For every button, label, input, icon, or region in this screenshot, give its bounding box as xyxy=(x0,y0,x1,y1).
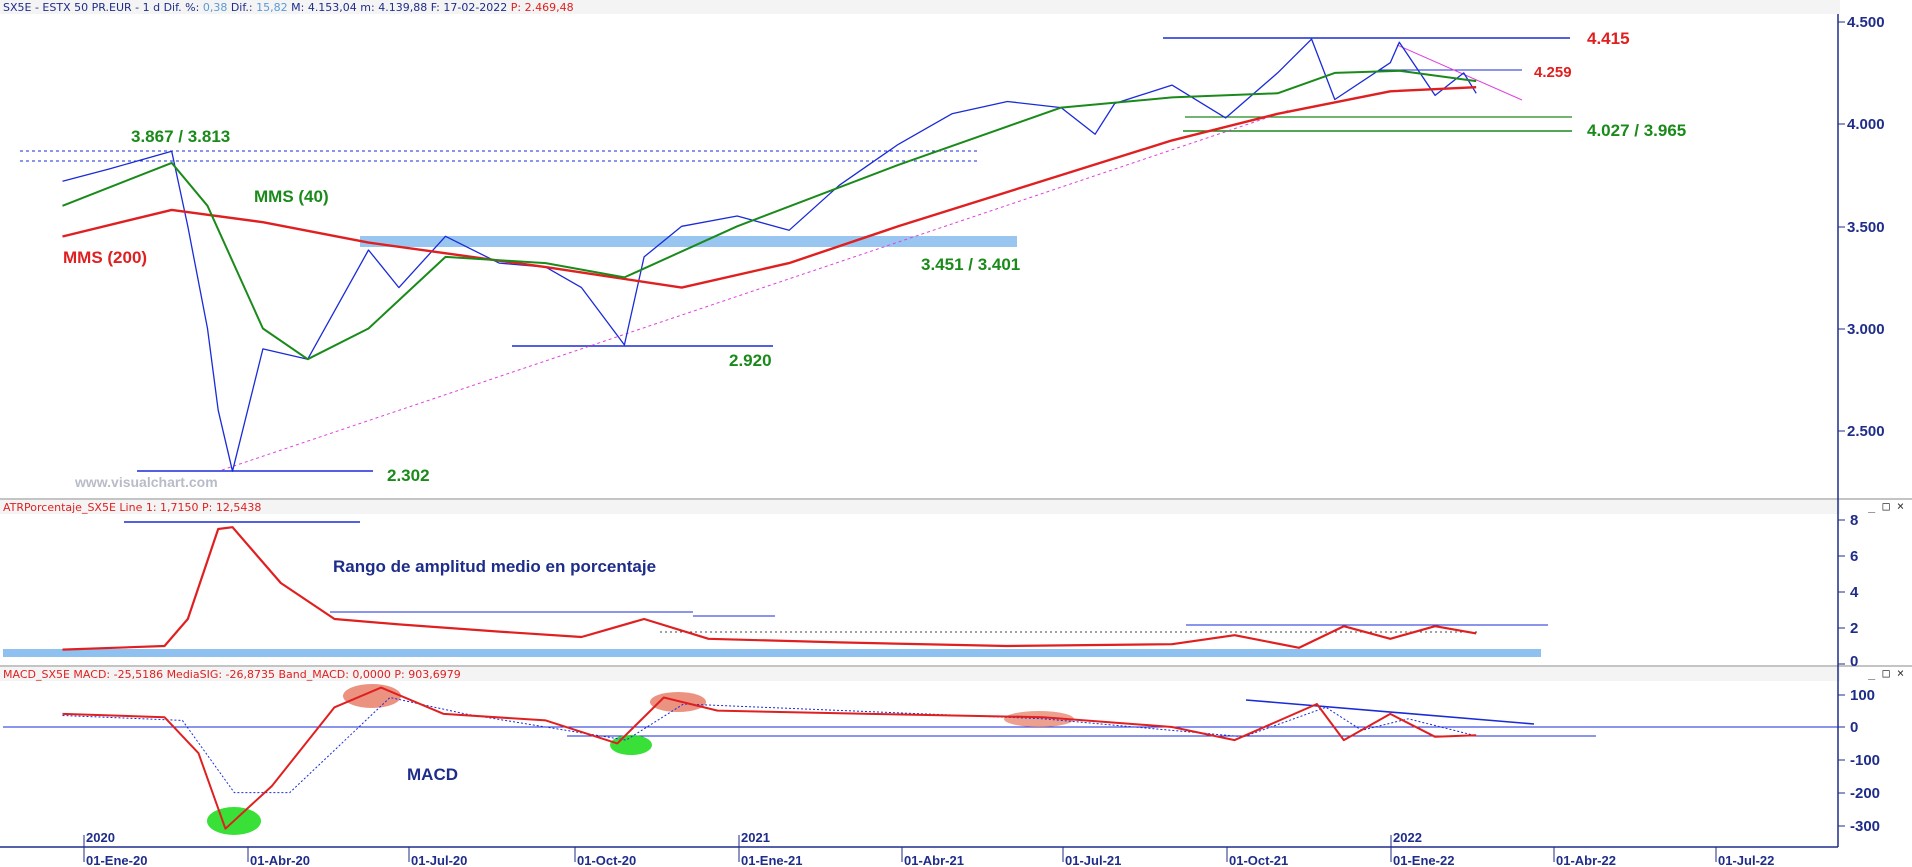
atr-panel-header: ATRPorcentaje_SX5E Line 1: 1,7150 P: 12,… xyxy=(3,501,261,514)
x-axis: 2020 2021 2022 01-Ene-20 01-Abr-20 01-Ju… xyxy=(83,830,1774,867)
atr-y-tick: 0 xyxy=(1850,653,1858,670)
atr-window-buttons[interactable]: _ □ × xyxy=(1868,499,1904,513)
annotation-support-range: 4.027 / 3.965 xyxy=(1587,121,1686,140)
macd-header-bar xyxy=(0,667,1840,681)
price-y-tick: 2.500 xyxy=(1847,423,1885,440)
macd-y-axis: 100 0 -100 -200 -300 xyxy=(1838,687,1880,835)
atr-header-bar xyxy=(0,500,1840,514)
macd-y-tick: 100 xyxy=(1850,687,1875,704)
macd-annotation: MACD xyxy=(407,765,458,784)
macd-y-tick: -300 xyxy=(1850,818,1880,835)
macd-series xyxy=(62,686,1477,830)
macd-y-tick: -100 xyxy=(1850,752,1880,769)
price-panel-header: SX5E - ESTX 50 PR.EUR - 1 d Dif. %: 0,38… xyxy=(3,1,574,14)
x-date-label: 01-Abr-21 xyxy=(904,853,964,867)
x-date-label: 01-Jul-22 xyxy=(1718,853,1774,867)
x-date-label: 01-Jul-21 xyxy=(1065,853,1121,867)
atr-y-axis: 8 6 4 2 0 xyxy=(1838,512,1859,670)
macd-downtrend-line xyxy=(1245,699,1535,725)
x-date-label: 01-Abr-22 xyxy=(1556,853,1616,867)
atr-base-zone xyxy=(3,649,1541,657)
atr-line xyxy=(62,526,1477,651)
atr-y-tick: 6 xyxy=(1850,548,1858,565)
x-date-label: 01-Jul-20 xyxy=(411,853,467,867)
x-date-label: 01-Ene-20 xyxy=(86,853,147,867)
price-series xyxy=(62,38,1477,472)
macd-window-buttons[interactable]: _ □ × xyxy=(1868,666,1904,680)
macd-y-tick: 0 xyxy=(1850,719,1858,736)
x-date-label: 01-Oct-20 xyxy=(577,853,636,867)
x-date-label: 01-Ene-22 xyxy=(1393,853,1454,867)
macd-peak-marker xyxy=(1004,711,1074,727)
atr-y-tick: 2 xyxy=(1850,620,1858,637)
watermark: www.visualchart.com xyxy=(74,474,218,490)
macd-y-tick: -200 xyxy=(1850,785,1880,802)
mms200-line xyxy=(62,86,1477,289)
annotation-resistance-range: 3.867 / 3.813 xyxy=(131,127,230,146)
short-term-downtrend-line xyxy=(1396,44,1523,101)
long-term-uptrend-line xyxy=(221,109,1291,471)
atr-annotation: Rango de amplitud medio en porcentaje xyxy=(333,557,656,576)
x-year-label: 2021 xyxy=(741,830,770,845)
x-date-label: 01-Oct-21 xyxy=(1229,853,1288,867)
macd-line xyxy=(62,686,1477,830)
x-year-label: 2022 xyxy=(1393,830,1422,845)
annotation-level-4415: 4.415 xyxy=(1587,29,1630,48)
mms40-line xyxy=(62,69,1477,361)
price-y-tick: 4.000 xyxy=(1847,116,1885,133)
x-date-label: 01-Ene-21 xyxy=(741,853,802,867)
x-year-label: 2020 xyxy=(86,830,115,845)
annotation-low-2920: 2.920 xyxy=(729,351,772,370)
annotation-mid-range: 3.451 / 3.401 xyxy=(921,255,1020,274)
x-date-label: 01-Abr-20 xyxy=(250,853,310,867)
label-mms200: MMS (200) xyxy=(63,248,147,267)
resistance-zone-3451-3401 xyxy=(360,236,1017,247)
price-y-tick: 4.500 xyxy=(1847,14,1885,31)
macd-peak-marker xyxy=(343,684,401,708)
annotation-low-2302: 2.302 xyxy=(387,466,430,485)
price-line xyxy=(62,38,1477,472)
macd-panel-header: MACD_SX5E MACD: -25,5186 MediaSIG: -26,8… xyxy=(3,668,461,681)
macd-signal-line xyxy=(62,697,1477,794)
price-y-tick: 3.500 xyxy=(1847,219,1885,236)
annotation-level-4259: 4.259 xyxy=(1534,64,1572,81)
price-y-axis: 4.500 4.000 3.500 3.000 2.500 xyxy=(1838,14,1885,440)
price-header-bar xyxy=(0,0,1840,14)
label-mms40: MMS (40) xyxy=(254,187,329,206)
price-y-tick: 3.000 xyxy=(1847,321,1885,338)
atr-y-tick: 4 xyxy=(1850,584,1859,601)
atr-series xyxy=(62,526,1477,651)
atr-y-tick: 8 xyxy=(1850,512,1858,529)
